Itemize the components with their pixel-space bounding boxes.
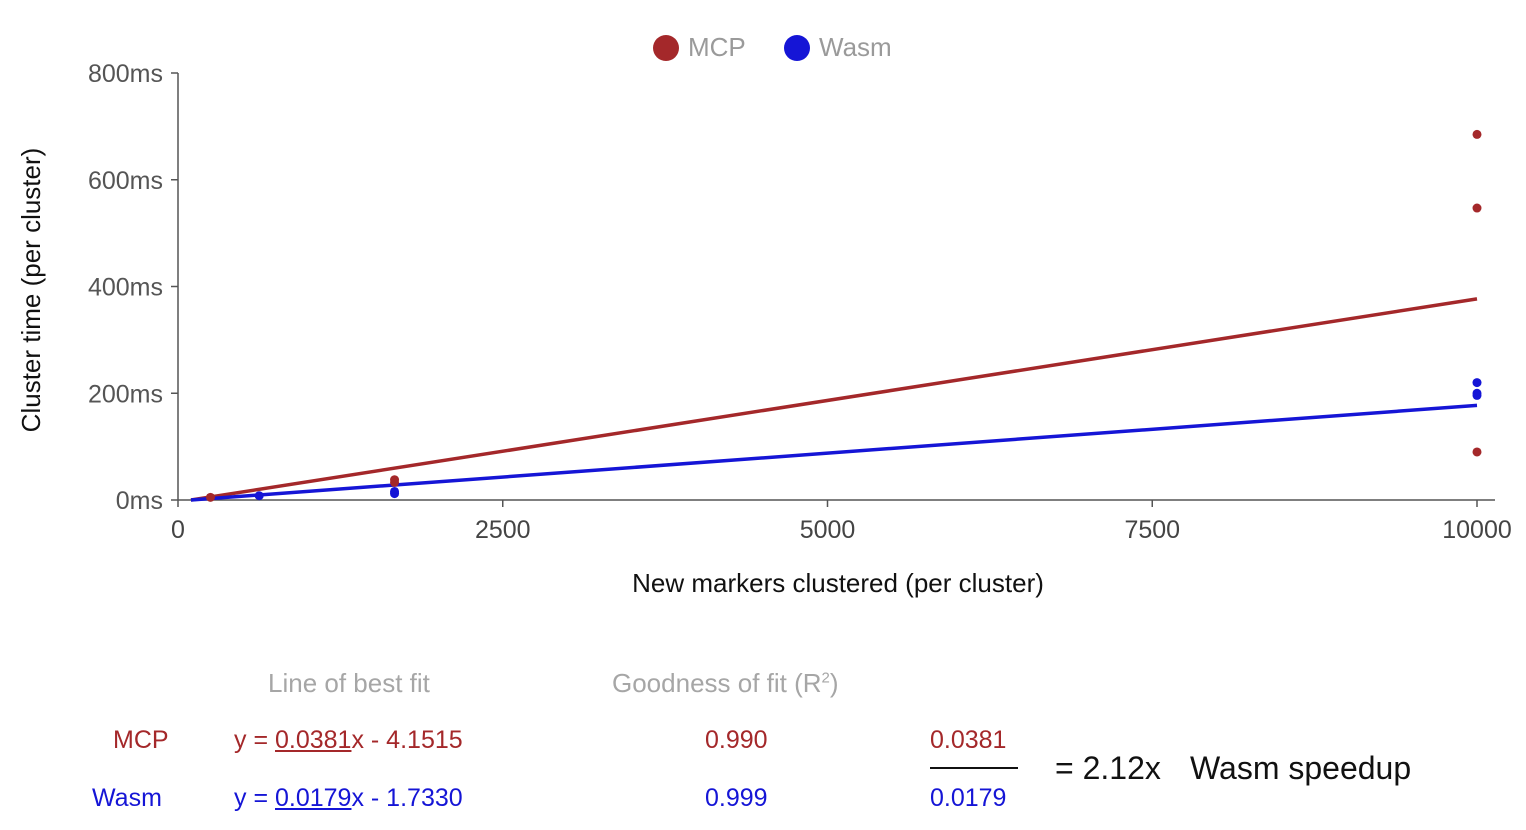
legend-swatch-wasm xyxy=(784,35,810,61)
x-tick-label: 10000 xyxy=(1442,516,1512,544)
wasm-eq-prefix: y = xyxy=(234,784,275,812)
y-tick-label: 0ms xyxy=(116,487,163,515)
ratio-denominator: 0.0179 xyxy=(930,784,1007,812)
fit-line-wasm xyxy=(190,403,1478,502)
point-mcp xyxy=(1472,203,1482,213)
point-mcp xyxy=(1472,447,1482,457)
axes: 0ms 200ms 400ms 600ms 800ms 0 2500 5000 7500 1000… xyxy=(88,60,1512,544)
wasm-slope: 0.0179 xyxy=(275,784,352,812)
y-tick-label: 200ms xyxy=(88,380,163,408)
row-label-wasm: Wasm xyxy=(92,784,162,812)
speedup-label: Wasm speedup xyxy=(1190,750,1412,786)
mcp-equation: y = 0.0381x - 4.1515 xyxy=(234,726,463,755)
wasm-r2: 0.999 xyxy=(705,784,768,812)
y-tick-label: 600ms xyxy=(88,167,163,195)
point-mcp xyxy=(390,477,400,487)
mcp-eq-suffix: x - 4.1515 xyxy=(351,726,463,754)
wasm-equation: y = 0.0179x - 1.7330 xyxy=(234,784,463,813)
y-axis-label: Cluster time (per cluster) xyxy=(16,148,46,433)
y-tick-label: 800ms xyxy=(88,60,163,88)
x-axis-label: New markers clustered (per cluster) xyxy=(632,568,1044,598)
x-tick-label: 0 xyxy=(171,516,185,544)
legend-label-wasm: Wasm xyxy=(819,32,892,62)
header-r2-close: ) xyxy=(829,668,839,698)
point-mcp xyxy=(205,492,215,502)
point-mcp xyxy=(1472,129,1482,139)
mcp-r2: 0.990 xyxy=(705,726,768,754)
speedup-result: = 2.12x xyxy=(1055,750,1161,786)
y-tick-label: 400ms xyxy=(88,274,163,302)
point-wasm xyxy=(1472,378,1482,388)
point-wasm xyxy=(1472,390,1482,400)
x-tick-label: 5000 xyxy=(800,516,856,544)
x-tick-label: 7500 xyxy=(1124,516,1180,544)
x-tick-label: 2500 xyxy=(475,516,531,544)
mcp-slope: 0.0381 xyxy=(275,726,352,754)
header-goodness-of-fit: Goodness of fit (R2) xyxy=(612,668,839,699)
point-wasm xyxy=(390,489,400,499)
scatter-chart: MCP Wasm 0ms 200ms 400ms 600ms 800ms 0 2500 500… xyxy=(16,32,1512,598)
header-line-of-best-fit: Line of best fit xyxy=(268,668,430,698)
ratio-fraction-bar xyxy=(930,767,1018,769)
fit-stats-panel: Line of best fit Goodness of fit (R2) MC… xyxy=(0,640,1526,830)
row-label-mcp: MCP xyxy=(113,726,169,754)
fit-lines xyxy=(190,297,1478,502)
ratio-numerator: 0.0381 xyxy=(930,726,1007,754)
header-r2-superscript: 2 xyxy=(821,669,830,687)
legend: MCP Wasm xyxy=(653,32,892,62)
fit-line-mcp xyxy=(190,297,1478,502)
legend-swatch-mcp xyxy=(653,35,679,61)
legend-label-mcp: MCP xyxy=(688,32,746,62)
header-r2-text: Goodness of fit (R xyxy=(612,668,822,698)
point-wasm xyxy=(254,491,264,501)
data-points xyxy=(205,129,1482,502)
wasm-eq-suffix: x - 1.7330 xyxy=(351,784,463,812)
mcp-eq-prefix: y = xyxy=(234,726,275,754)
